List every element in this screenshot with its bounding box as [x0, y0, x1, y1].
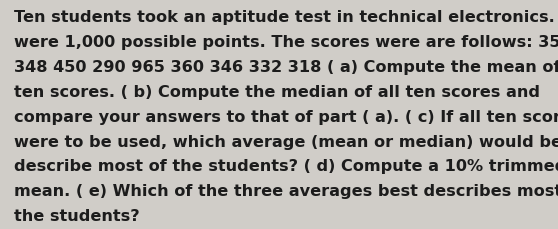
Text: were 1,000 possible points. The scores were are follows: 351 988: were 1,000 possible points. The scores w… [14, 35, 558, 50]
Text: the students?: the students? [14, 208, 140, 223]
Text: ten scores. ( b) Compute the median of all ten scores and: ten scores. ( b) Compute the median of a… [14, 85, 540, 99]
Text: Ten students took an aptitude test in technical electronics. There: Ten students took an aptitude test in te… [14, 10, 558, 25]
Text: compare your answers to that of part ( a). ( c) If all ten scores: compare your answers to that of part ( a… [14, 109, 558, 124]
Text: mean. ( e) Which of the three averages best describes most of: mean. ( e) Which of the three averages b… [14, 183, 558, 198]
Text: were to be used, which average (mean or median) would best: were to be used, which average (mean or … [14, 134, 558, 149]
Text: describe most of the students? ( d) Compute a 10% trimmed: describe most of the students? ( d) Comp… [14, 159, 558, 174]
Text: 348 450 290 965 360 346 332 318 ( a) Compute the mean of all: 348 450 290 965 360 346 332 318 ( a) Com… [14, 60, 558, 75]
